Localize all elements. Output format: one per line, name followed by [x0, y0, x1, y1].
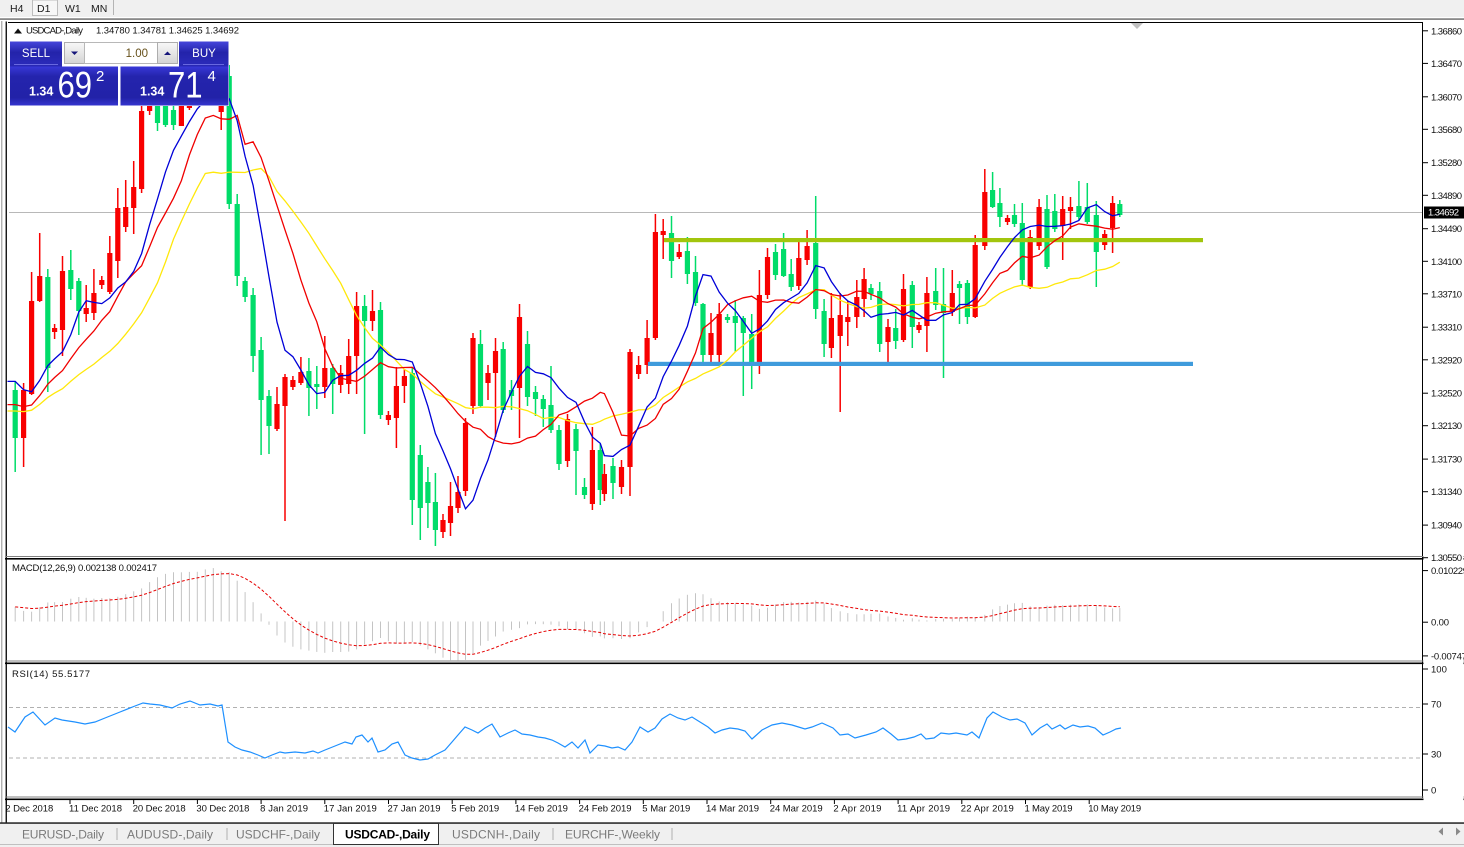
svg-text:1.36470: 1.36470	[1431, 59, 1462, 70]
svg-text:0.010229: 0.010229	[1431, 566, 1464, 577]
svg-text:1.33310: 1.33310	[1431, 323, 1462, 334]
svg-text:5 Mar 2019: 5 Mar 2019	[642, 804, 690, 815]
svg-text:1.35680: 1.35680	[1431, 125, 1462, 136]
svg-text:1.00: 1.00	[126, 48, 148, 60]
svg-text:1.34100: 1.34100	[1431, 257, 1462, 268]
svg-text:70: 70	[1431, 700, 1442, 711]
svg-text:0: 0	[1431, 786, 1436, 797]
svg-text:1.34490: 1.34490	[1431, 224, 1462, 235]
svg-text:5 Feb 2019: 5 Feb 2019	[451, 804, 499, 815]
svg-text:11 Apr 2019: 11 Apr 2019	[897, 804, 950, 815]
svg-text:30 Dec 2018: 30 Dec 2018	[196, 804, 249, 815]
svg-text:EURCHF-,Weekly: EURCHF-,Weekly	[565, 828, 660, 842]
svg-text:H4: H4	[10, 3, 24, 15]
svg-text:24 Feb 2019: 24 Feb 2019	[579, 804, 632, 815]
svg-text:1 May 2019: 1 May 2019	[1025, 804, 1073, 815]
svg-text:1.31340: 1.31340	[1431, 487, 1462, 498]
svg-text:1.36860: 1.36860	[1431, 26, 1462, 37]
svg-text:1.32920: 1.32920	[1431, 355, 1462, 366]
svg-text:1.36070: 1.36070	[1431, 92, 1462, 103]
svg-text:2 Dec 2018: 2 Dec 2018	[5, 804, 53, 815]
svg-text:D1: D1	[37, 3, 51, 15]
svg-text:69: 69	[58, 65, 93, 106]
svg-text:100: 100	[1431, 665, 1447, 676]
svg-text:1.34780 1.34781 1.34625 1.3469: 1.34780 1.34781 1.34625 1.34692	[96, 26, 239, 37]
svg-text:EURUSD-,Daily: EURUSD-,Daily	[22, 828, 104, 842]
svg-text:1.32520: 1.32520	[1431, 389, 1462, 400]
svg-text:USDCAD-,Daily: USDCAD-,Daily	[26, 26, 83, 37]
svg-text:USDCNH-,Daily: USDCNH-,Daily	[452, 828, 540, 842]
svg-text:2: 2	[96, 68, 104, 85]
svg-text:30: 30	[1431, 750, 1442, 761]
svg-text:1.34692: 1.34692	[1428, 208, 1459, 219]
svg-text:24 Mar 2019: 24 Mar 2019	[770, 804, 823, 815]
svg-text:MACD(12,26,9) 0.002138 0.00241: MACD(12,26,9) 0.002138 0.002417	[12, 563, 157, 574]
svg-text:27 Jan 2019: 27 Jan 2019	[388, 804, 441, 815]
svg-text:71: 71	[168, 65, 203, 106]
svg-text:1.31730: 1.31730	[1431, 455, 1462, 466]
svg-text:0.00: 0.00	[1431, 618, 1449, 629]
svg-text:4: 4	[208, 68, 216, 85]
svg-text:1.33710: 1.33710	[1431, 289, 1462, 300]
svg-text:1.34: 1.34	[29, 85, 53, 99]
svg-text:1.30940: 1.30940	[1431, 521, 1462, 532]
svg-text:RSI(14) 55.5177: RSI(14) 55.5177	[12, 669, 90, 680]
svg-text:AUDUSD-,Daily: AUDUSD-,Daily	[127, 828, 213, 842]
svg-text:14 Feb 2019: 14 Feb 2019	[515, 804, 568, 815]
svg-text:1.30550: 1.30550	[1431, 553, 1462, 564]
svg-text:11 Dec 2018: 11 Dec 2018	[69, 804, 122, 815]
svg-text:SELL: SELL	[22, 48, 51, 60]
svg-text:-0.007477: -0.007477	[1431, 651, 1464, 662]
svg-text:20 Dec 2018: 20 Dec 2018	[133, 804, 186, 815]
svg-text:USDCHF-,Daily: USDCHF-,Daily	[236, 828, 320, 842]
svg-text:MN: MN	[91, 3, 107, 15]
svg-text:1.32130: 1.32130	[1431, 421, 1462, 432]
svg-text:2 Apr 2019: 2 Apr 2019	[833, 804, 881, 815]
svg-text:10 May 2019: 10 May 2019	[1088, 804, 1141, 815]
svg-text:BUY: BUY	[192, 48, 216, 60]
svg-text:USDCAD-,Daily: USDCAD-,Daily	[345, 828, 430, 842]
svg-text:W1: W1	[65, 3, 81, 15]
svg-text:22 Apr 2019: 22 Apr 2019	[961, 804, 1014, 815]
svg-text:17 Jan 2019: 17 Jan 2019	[324, 804, 377, 815]
svg-text:14 Mar 2019: 14 Mar 2019	[706, 804, 759, 815]
svg-text:1.35280: 1.35280	[1431, 158, 1462, 169]
svg-text:8 Jan 2019: 8 Jan 2019	[260, 804, 308, 815]
svg-text:1.34890: 1.34890	[1431, 191, 1462, 202]
svg-text:1.34: 1.34	[140, 85, 164, 99]
